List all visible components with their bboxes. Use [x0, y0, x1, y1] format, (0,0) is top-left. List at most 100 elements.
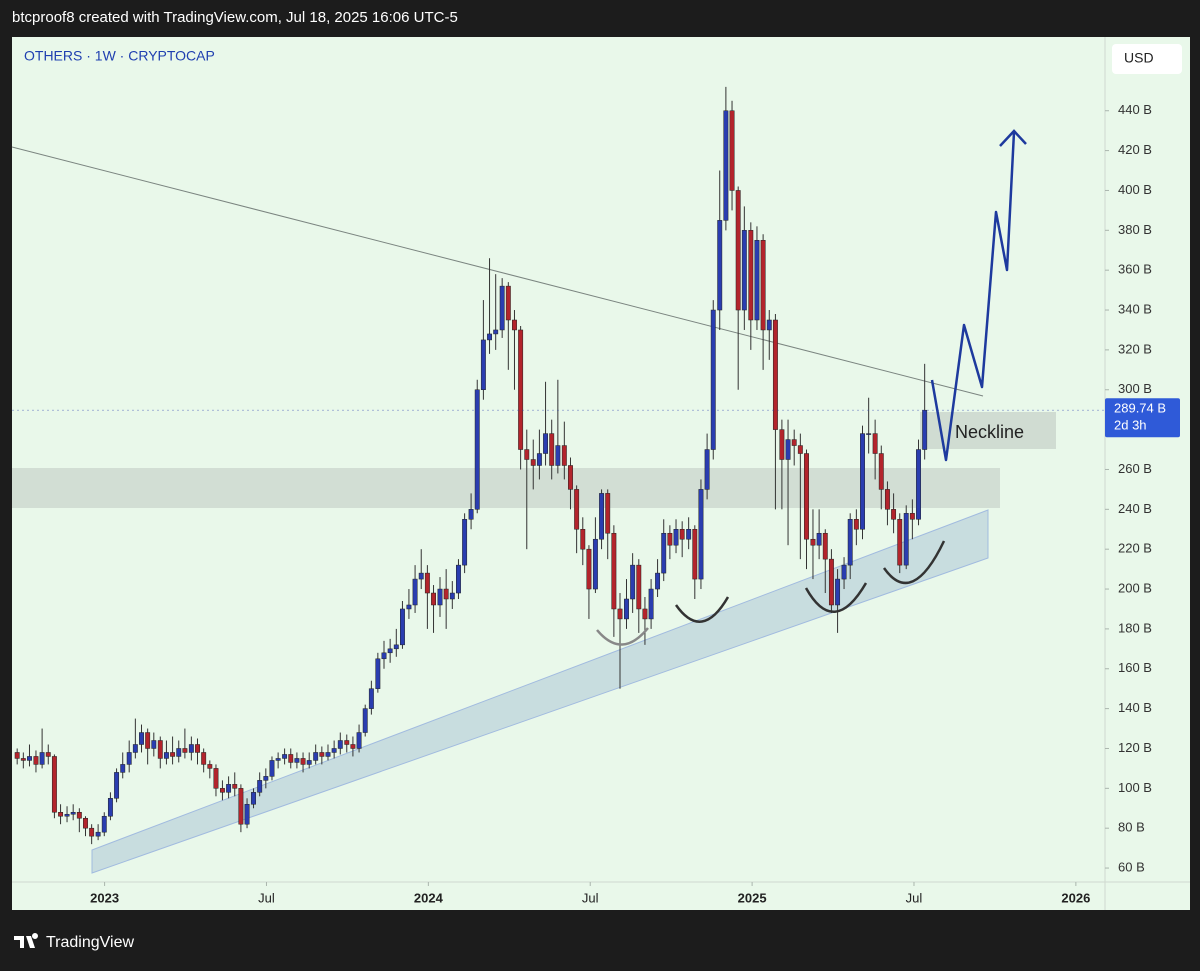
candle-body	[667, 532, 673, 546]
y-tick-label: 60 B	[1118, 859, 1145, 874]
candle-body	[27, 756, 32, 761]
arc	[804, 582, 868, 614]
candle-body	[157, 740, 163, 759]
candle-body	[294, 758, 300, 763]
candle-body	[412, 578, 418, 606]
candle-body	[655, 572, 661, 590]
candle-body	[58, 811, 64, 817]
candle-body	[163, 752, 169, 759]
candle-body	[207, 764, 213, 769]
y-tick-label: 220 B	[1118, 541, 1152, 556]
arc	[596, 627, 649, 646]
candle-body	[841, 564, 847, 580]
y-tick-label: 240 B	[1118, 501, 1152, 516]
candle-body	[822, 532, 828, 560]
candle-body	[487, 333, 492, 341]
candle-body	[114, 772, 120, 799]
candle-body	[362, 708, 368, 733]
candle-body	[611, 532, 617, 610]
candle-body	[431, 592, 436, 606]
last-price-box	[1105, 398, 1180, 438]
brand-logo	[14, 933, 38, 948]
candle-body	[661, 532, 667, 574]
candle-body	[456, 564, 461, 594]
arc	[882, 540, 946, 585]
trendline	[11, 146, 984, 397]
y-tick-label: 140 B	[1118, 700, 1152, 715]
candle-body	[760, 240, 766, 331]
currency: USD	[1124, 50, 1154, 66]
currency-box	[1112, 44, 1182, 74]
candle-body	[518, 329, 524, 450]
candle-body	[89, 827, 95, 837]
candle-body	[14, 752, 20, 759]
y-tick-label: 200 B	[1118, 580, 1152, 595]
candle-body	[45, 752, 51, 757]
candle-body	[630, 564, 636, 600]
x-tick-label: Jul	[258, 890, 275, 905]
candle-body	[916, 449, 921, 520]
x-tick-label: Jul	[906, 890, 923, 905]
candle-body	[213, 768, 219, 789]
candle-body	[536, 453, 542, 466]
candle-body	[884, 489, 890, 510]
candle-body	[673, 529, 679, 546]
candle-body	[251, 792, 256, 805]
candle-body	[275, 758, 281, 761]
candle-body	[543, 433, 548, 454]
candle-body	[418, 572, 424, 580]
candle-body	[70, 811, 76, 815]
y-tick-label: 320 B	[1118, 341, 1152, 356]
candle-body	[847, 519, 853, 566]
candle-body	[561, 445, 567, 466]
candle-body	[387, 648, 393, 654]
candle-body	[120, 764, 126, 773]
candle-body	[891, 509, 897, 520]
candle-body	[443, 588, 449, 600]
candle-body	[201, 752, 207, 765]
candle-body	[474, 389, 480, 510]
candle-body	[263, 776, 269, 781]
x-tick-label: 2026	[1061, 890, 1090, 905]
candle-body	[468, 509, 474, 520]
candle-body	[282, 754, 288, 759]
y-tick-label: 180 B	[1118, 620, 1152, 635]
candle-body	[860, 433, 865, 530]
candle-body	[797, 445, 803, 454]
candle-body	[306, 760, 312, 765]
countdown: 2d 3h	[1114, 418, 1147, 433]
y-tick-label: 380 B	[1118, 222, 1152, 237]
candle-body	[754, 240, 760, 321]
candle-body	[145, 732, 151, 749]
candle-body	[480, 339, 486, 390]
candle-body	[424, 572, 430, 594]
x-tick-label: 2023	[90, 890, 119, 905]
y-tick-label: 100 B	[1118, 780, 1152, 795]
candle-body	[493, 329, 499, 335]
candle-body	[126, 752, 132, 765]
candle-body	[549, 433, 555, 466]
candle-body	[530, 459, 536, 466]
candle-body	[909, 513, 915, 520]
y-tick-label: 300 B	[1118, 381, 1152, 396]
candle-body	[319, 752, 325, 757]
candle-body	[399, 608, 405, 646]
candle-body	[288, 754, 294, 763]
candle-body	[368, 688, 374, 709]
candle-body	[33, 756, 39, 765]
candle-body	[704, 449, 710, 490]
candle-body	[617, 608, 623, 620]
candle-body	[107, 798, 113, 817]
candle-body	[512, 319, 517, 331]
candle-body	[132, 744, 138, 753]
candle-body	[872, 433, 878, 454]
support-zone	[12, 468, 1000, 508]
y-tick-label: 260 B	[1118, 461, 1152, 476]
candle-body	[51, 756, 57, 813]
candle-body	[779, 429, 785, 460]
y-tick-label: 400 B	[1118, 182, 1152, 197]
candle-body	[853, 519, 859, 530]
candle-body	[524, 449, 530, 460]
